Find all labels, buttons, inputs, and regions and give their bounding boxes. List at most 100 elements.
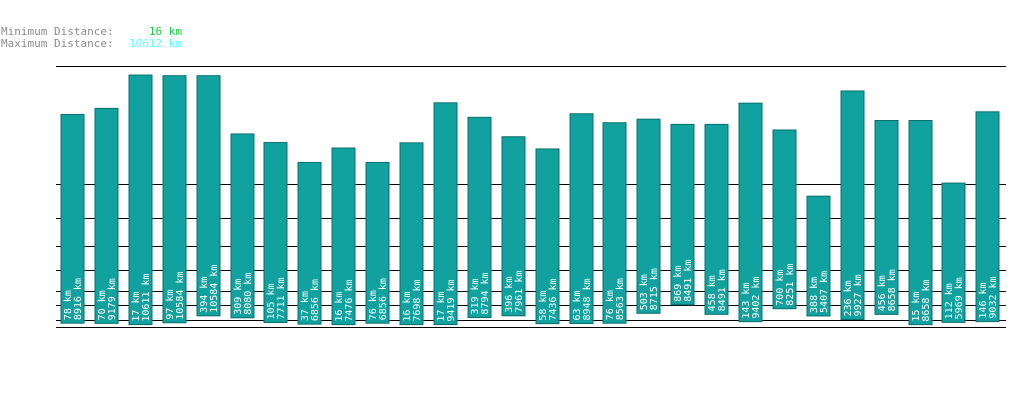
bar xyxy=(128,74,153,326)
bar-max-label: 9032 km xyxy=(988,276,999,318)
legend-max-label: Maximum Distance: xyxy=(1,37,114,50)
bar-min-label: 236 km xyxy=(843,280,854,316)
bar-group: 105 km 7711 km xyxy=(263,142,288,324)
bar-group: 236 km 9927 km xyxy=(840,90,865,321)
bar-max-label: 8658 km xyxy=(921,279,932,321)
bar-max-label: 8251 km xyxy=(785,264,796,306)
bar xyxy=(941,182,966,323)
bar-max-label: 9402 km xyxy=(751,277,762,319)
bar-max-label: 8916 km xyxy=(73,278,84,320)
bar-min-label: 37 km xyxy=(300,291,311,321)
bar-group: 16 km 7476 km xyxy=(331,147,356,326)
bar-group: 456 km 8658 km xyxy=(874,120,899,315)
bar-max-label: 7711 km xyxy=(276,277,287,319)
bar-group: 112 km 5969 km xyxy=(941,182,966,323)
bar-group: 16 km 7698 km xyxy=(399,142,424,326)
bar-group: 15 km 8658 km xyxy=(908,120,933,326)
bar-min-label: 388 km xyxy=(809,277,820,313)
bar-max-label: 8563 km xyxy=(615,278,626,320)
bar xyxy=(874,120,899,315)
bar-max-label: 7436 km xyxy=(548,278,559,320)
bar xyxy=(365,161,390,324)
bar xyxy=(501,136,526,317)
bar xyxy=(975,111,1000,323)
bar-group: 17 km 9419 km xyxy=(433,102,458,326)
bar-max-label: 8948 km xyxy=(582,278,593,320)
legend-min-value: 16 km xyxy=(149,25,182,38)
bar-min-label: 16 km xyxy=(402,292,413,322)
bar-group: 37 km 6856 km xyxy=(297,161,322,325)
bar-max-label: 10611 km xyxy=(141,273,152,321)
bar-max-label: 7476 km xyxy=(344,279,355,321)
bar-group: 58 km 7436 km xyxy=(535,148,560,325)
bar-group: 503 km 8715 km xyxy=(636,118,661,314)
bar-group: 309 km 8080 km xyxy=(230,133,255,319)
bar-min-label: 15 km xyxy=(911,292,922,322)
bar-group: 394 km 10584 km xyxy=(196,75,221,317)
bar-min-label: 700 km xyxy=(775,270,786,306)
bar-group: 458 km 8491 km xyxy=(704,123,729,315)
bar-min-label: 503 km xyxy=(639,274,650,310)
bar-max-label: 6856 km xyxy=(378,278,389,320)
bar-max-label: 8491 km xyxy=(683,260,694,302)
bar-max-label: 8715 km xyxy=(649,268,660,310)
bar xyxy=(704,123,729,315)
bar-min-label: 58 km xyxy=(538,291,549,321)
bar-group: 700 km 8251 km xyxy=(772,129,797,310)
bar xyxy=(467,116,492,319)
bar-max-label: 8080 km xyxy=(243,273,254,315)
bar-max-label: 8658 km xyxy=(887,269,898,311)
bar-max-label: 8794 km xyxy=(480,272,491,314)
bar xyxy=(772,129,797,310)
bar xyxy=(840,90,865,321)
bar-max-label: 9179 km xyxy=(107,278,118,320)
bar-min-label: 17 km xyxy=(131,291,142,321)
bar-min-label: 143 km xyxy=(741,283,752,319)
bar-group: 388 km 5407 km xyxy=(806,195,831,317)
bar-max-label: 8491 km xyxy=(717,269,728,311)
bar-min-label: 309 km xyxy=(233,279,244,315)
bar xyxy=(569,113,594,325)
bar-min-label: 869 km xyxy=(673,266,684,302)
bar-group: 70 km 9179 km xyxy=(94,107,119,324)
bar-min-label: 16 km xyxy=(334,292,345,322)
bar-max-label: 10584 km xyxy=(209,265,220,313)
bar-min-label: 63 km xyxy=(572,290,583,320)
bar-max-label: 9419 km xyxy=(446,279,457,321)
bar xyxy=(331,147,356,326)
bar-group: 63 km 8948 km xyxy=(569,113,594,325)
bar-max-label: 9927 km xyxy=(853,274,864,316)
bar-min-label: 394 km xyxy=(199,277,210,313)
bar xyxy=(806,195,831,317)
bar xyxy=(433,102,458,326)
bar xyxy=(297,161,322,325)
bar xyxy=(230,133,255,319)
bar-group: 146 km 9032 km xyxy=(975,111,1000,323)
bar-min-label: 76 km xyxy=(368,290,379,320)
bar-min-label: 396 km xyxy=(504,277,515,313)
bar xyxy=(399,142,424,326)
bar xyxy=(94,107,119,324)
bar-group: 78 km 8916 km xyxy=(60,114,85,324)
bar xyxy=(196,75,221,317)
bar-min-label: 319 km xyxy=(470,278,481,314)
bar-min-label: 76 km xyxy=(605,290,616,320)
bar-group: 319 km 8794 km xyxy=(467,116,492,319)
bar-group: 869 km 8491 km xyxy=(670,123,695,306)
bar-max-label: 7698 km xyxy=(412,279,423,321)
bar-group: 76 km 6856 km xyxy=(365,161,390,324)
bar-max-label: 6856 km xyxy=(310,279,321,321)
bar-min-label: 78 km xyxy=(63,290,74,320)
bar-group: 76 km 8563 km xyxy=(602,122,627,324)
legend: Minimum Distance: 16 km Maximum Distance… xyxy=(1,25,182,50)
bar xyxy=(636,118,661,314)
bar-min-label: 146 km xyxy=(978,282,989,318)
bar-min-label: 17 km xyxy=(436,291,447,321)
bar xyxy=(908,120,933,326)
bar-max-label: 5969 km xyxy=(954,277,965,319)
bar xyxy=(602,122,627,324)
bar-min-label: 70 km xyxy=(97,290,108,320)
bar-group: 97 km 10584 km xyxy=(162,75,187,324)
bar-max-label: 10584 km xyxy=(175,272,186,320)
